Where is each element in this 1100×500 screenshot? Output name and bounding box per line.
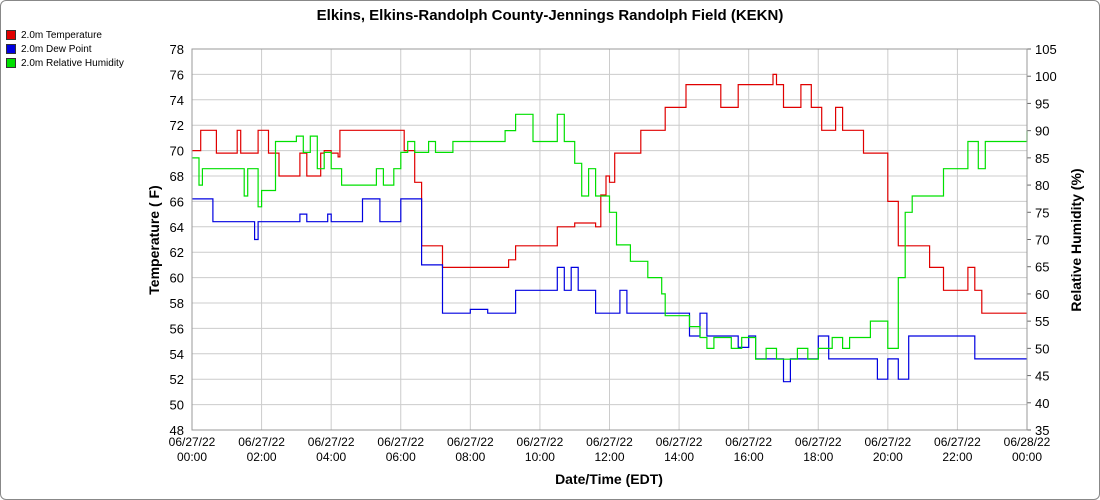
y2-tick-label: 70 [1035, 233, 1049, 248]
legend-item-dew-point: 2.0m Dew Point [6, 42, 124, 56]
y2-tick-label: 60 [1035, 287, 1049, 302]
legend-swatch-dew-point [6, 44, 16, 54]
x-tick-date: 06/27/22 [517, 435, 564, 449]
y-tick-label: 54 [170, 347, 184, 362]
y2-tick-label: 75 [1035, 205, 1049, 220]
y-axis-label: Temperature ( F) [146, 185, 162, 294]
y-tick-label: 58 [170, 296, 184, 311]
y2-tick-label: 40 [1035, 396, 1049, 411]
y-tick-label: 68 [170, 169, 184, 184]
y-tick-label: 50 [170, 398, 184, 413]
y-tick-label: 60 [170, 271, 184, 286]
x-tick-time: 20:00 [873, 450, 903, 464]
x-tick-time: 22:00 [942, 450, 972, 464]
y2-tick-label: 100 [1035, 69, 1057, 84]
x-tick-time: 06:00 [386, 450, 416, 464]
x-tick-time: 14:00 [664, 450, 694, 464]
axes: 48 50 52 54 56 58 60 62 64 66 68 70 72 74 76 78 35 40 45 50… [169, 42, 1057, 464]
x-tick-date: 06/27/22 [377, 435, 424, 449]
y2-tick-label: 90 [1035, 124, 1049, 139]
x-tick-time: 08:00 [455, 450, 485, 464]
y2-tick-label: 85 [1035, 151, 1049, 166]
x-tick-time: 02:00 [247, 450, 277, 464]
y-tick-label: 74 [170, 93, 184, 108]
y-tick-label: 64 [170, 220, 184, 235]
series-line-2-0m-relative-humidity [192, 113, 1028, 360]
series-lines [192, 73, 1028, 383]
x-tick-date: 06/27/22 [447, 435, 494, 449]
y2-tick-label: 95 [1035, 96, 1049, 111]
y-tick-label: 70 [170, 144, 184, 159]
y-tick-label: 56 [170, 321, 184, 336]
plot-border [191, 48, 1028, 431]
x-tick-time: 04:00 [316, 450, 346, 464]
legend-label-dew-point: 2.0m Dew Point [21, 43, 92, 55]
legend-swatch-relative-humidity [6, 58, 16, 68]
x-tick-time: 00:00 [177, 450, 207, 464]
x-tick-date: 06/27/22 [308, 435, 355, 449]
y2-axis-label: Relative Humidity (%) [1068, 168, 1084, 311]
y-tick-label: 48 [170, 423, 184, 438]
series-line-2-0m-dew-point [192, 198, 1027, 383]
legend-swatch-temperature [6, 30, 16, 40]
y-tick-label: 72 [170, 118, 184, 133]
y2-tick-label: 105 [1035, 42, 1057, 57]
y2-tick-label: 50 [1035, 341, 1049, 356]
chart-legend: 2.0m Temperature 2.0m Dew Point 2.0m Rel… [6, 28, 124, 70]
y2-tick-label: 35 [1035, 423, 1049, 438]
y-tick-label: 62 [170, 245, 184, 260]
y2-tick-label: 45 [1035, 369, 1049, 384]
x-tick-date: 06/27/22 [656, 435, 703, 449]
x-tick-date: 06/27/22 [725, 435, 772, 449]
legend-item-temperature: 2.0m Temperature [6, 28, 124, 42]
y2-tick-label: 80 [1035, 178, 1049, 193]
x-tick-date: 06/27/22 [864, 435, 911, 449]
x-tick-date: 06/28/22 [1004, 435, 1051, 449]
x-tick-date: 06/27/22 [586, 435, 633, 449]
legend-label-relative-humidity: 2.0m Relative Humidity [21, 57, 124, 69]
grid-lines [191, 48, 1028, 431]
chart-title: Elkins, Elkins-Randolph County-Jennings … [317, 7, 784, 24]
x-tick-date: 06/27/22 [169, 435, 216, 449]
y-tick-label: 52 [170, 372, 184, 387]
series-line-2-0m-temperature [192, 73, 1027, 314]
legend-label-temperature: 2.0m Temperature [21, 29, 102, 41]
x-axis-label: Date/Time (EDT) [555, 471, 663, 487]
x-tick-time: 00:00 [1012, 450, 1042, 464]
y-tick-label: 66 [170, 194, 184, 209]
x-tick-time: 18:00 [803, 450, 833, 464]
y-tick-label: 78 [170, 42, 184, 57]
x-tick-date: 06/27/22 [795, 435, 842, 449]
x-tick-time: 12:00 [594, 450, 624, 464]
x-tick-date: 06/27/22 [238, 435, 285, 449]
y2-tick-label: 55 [1035, 314, 1049, 329]
legend-item-relative-humidity: 2.0m Relative Humidity [6, 56, 124, 70]
y-tick-label: 76 [170, 67, 184, 82]
x-tick-time: 16:00 [734, 450, 764, 464]
x-tick-time: 10:00 [525, 450, 555, 464]
y2-tick-label: 65 [1035, 260, 1049, 275]
x-tick-date: 06/27/22 [934, 435, 981, 449]
